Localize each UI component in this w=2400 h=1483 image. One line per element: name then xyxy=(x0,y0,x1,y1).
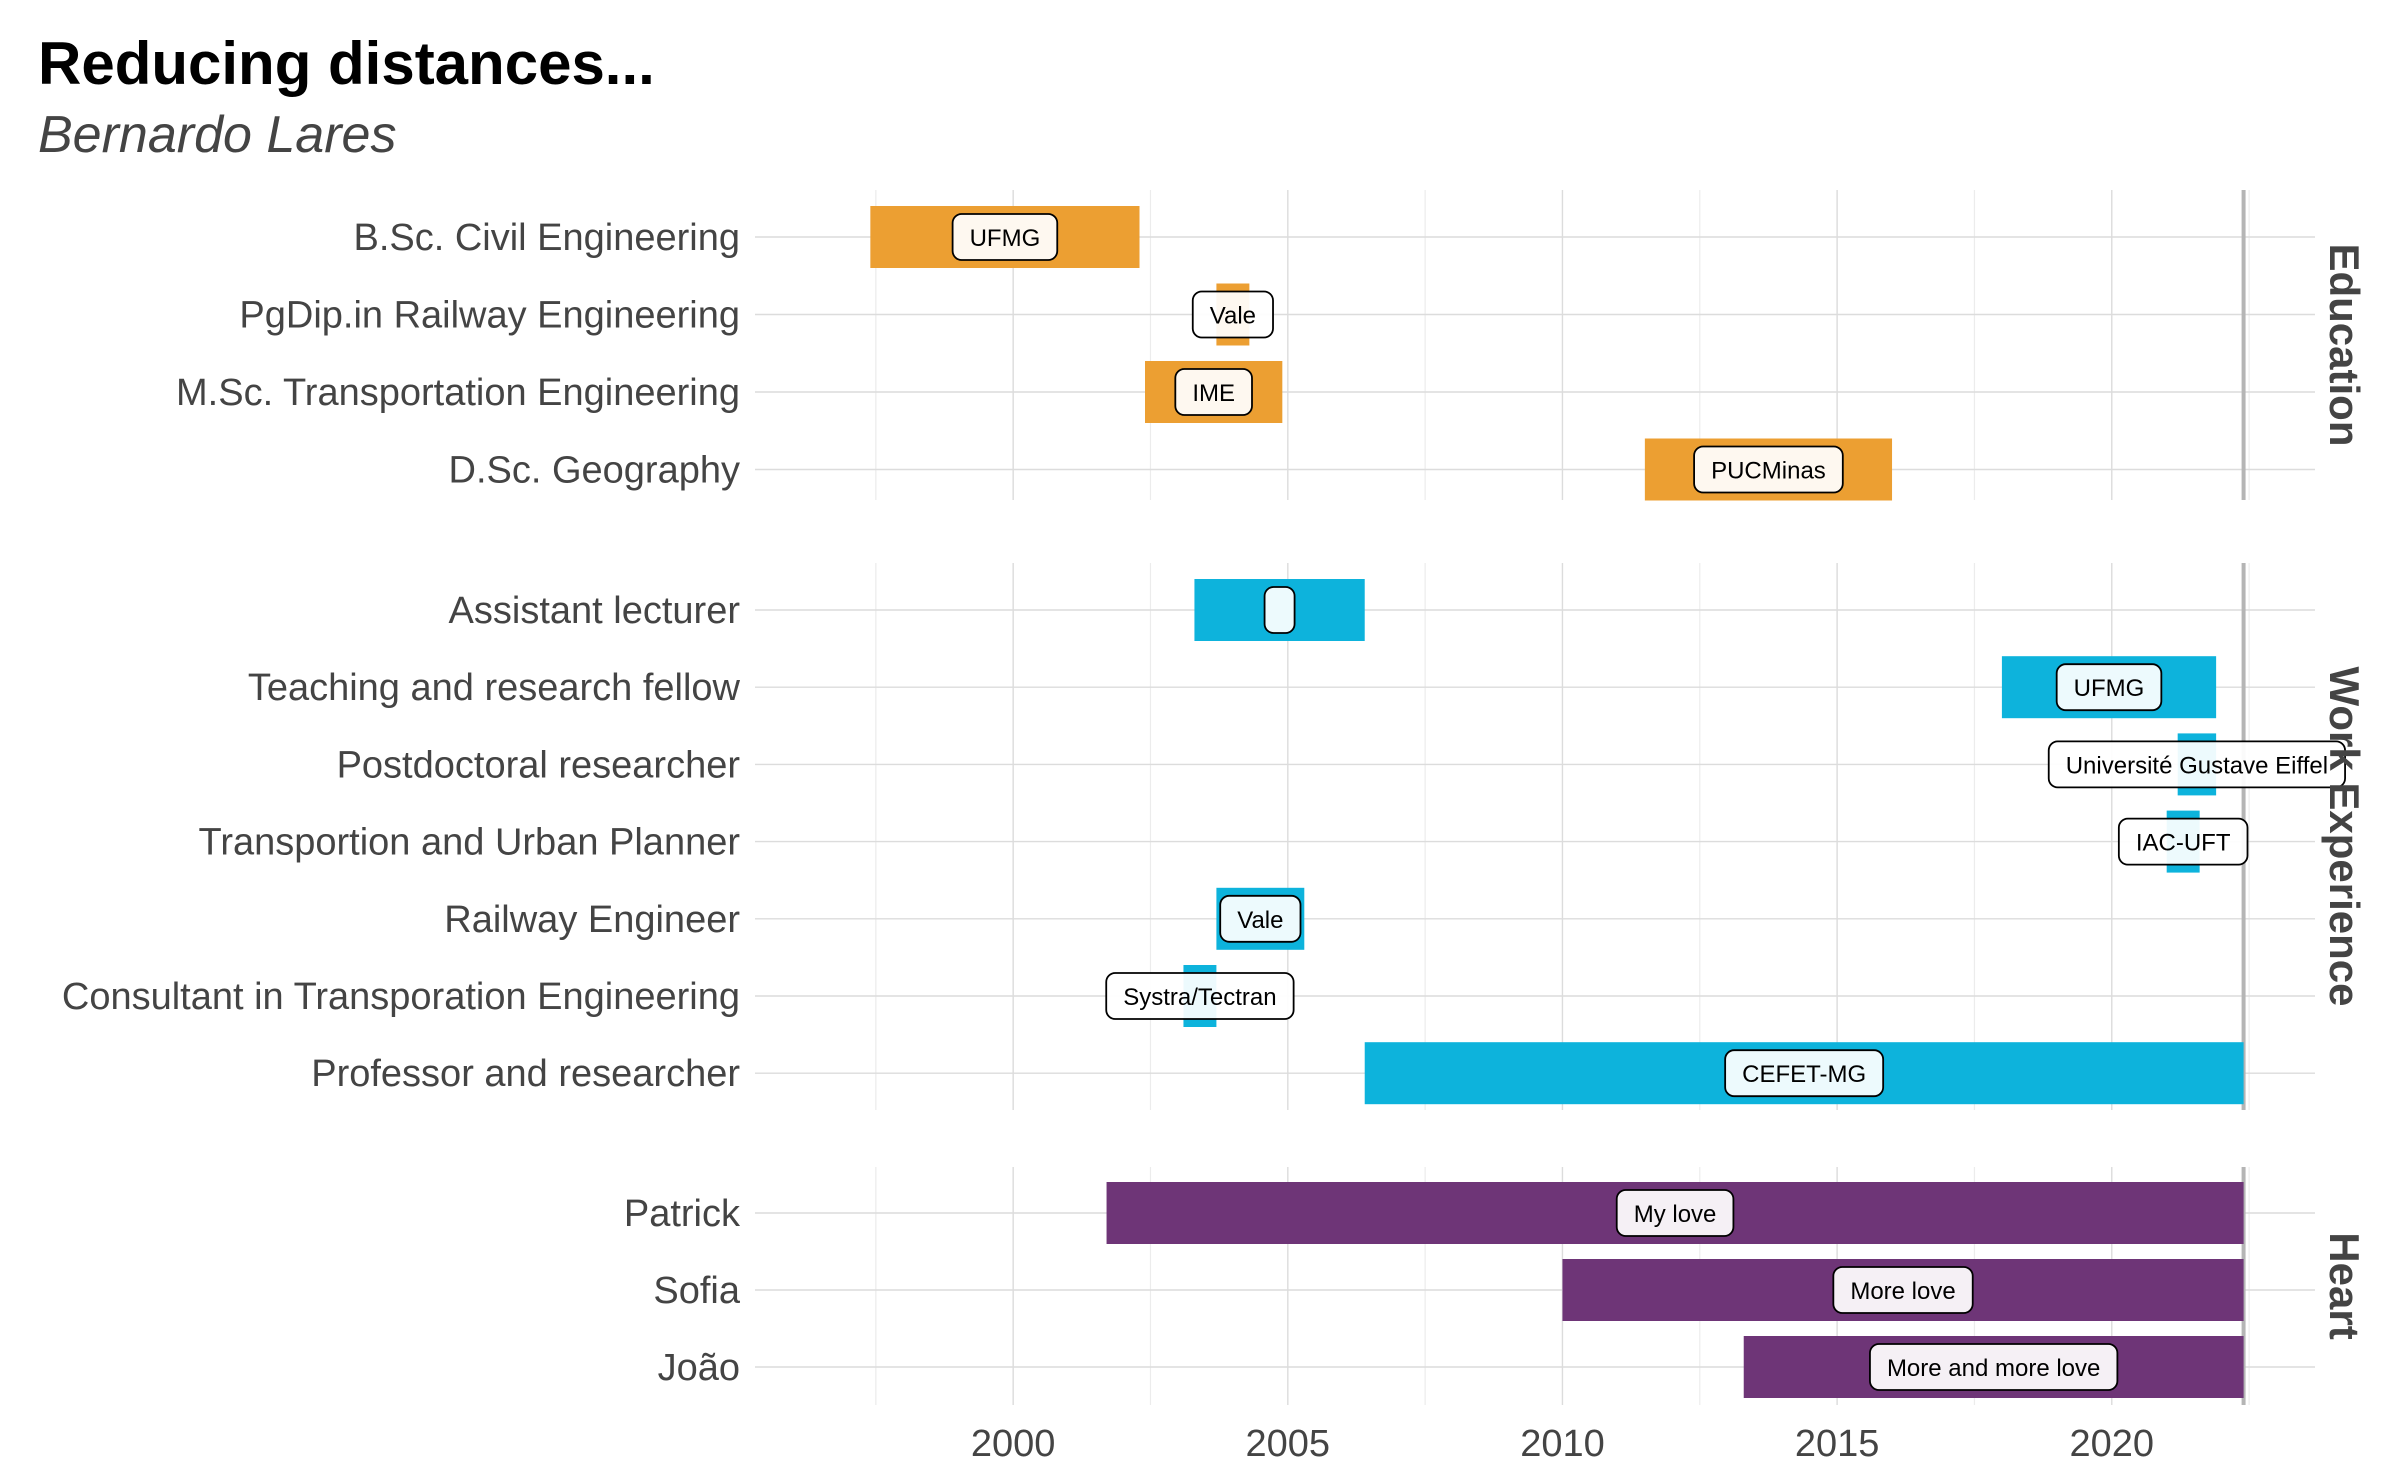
y-label-assistant-lecturer: Assistant lecturer xyxy=(449,590,741,632)
y-label-postdoctoral-researcher: Postdoctoral researcher xyxy=(337,744,741,786)
x-tick-label: 2005 xyxy=(1246,1423,1331,1465)
bar-label-text: UFMG xyxy=(2074,675,2145,702)
x-tick-label: 2020 xyxy=(2069,1423,2154,1465)
x-axis: 2000 2005 2010 2015 2020 xyxy=(971,1423,2154,1465)
y-label-patrick: Patrick xyxy=(624,1193,741,1235)
bar-label-joao: More and more love xyxy=(1869,1343,2119,1391)
y-label-teaching-and-research-fellow: Teaching and research fellow xyxy=(248,667,741,709)
bar-label-professor-and-researcher: CEFET-MG xyxy=(1724,1049,1885,1098)
bar-label-text: More and more love xyxy=(1887,1355,2100,1382)
x-tick-label: 2015 xyxy=(1795,1423,1880,1465)
facet-strip-work-experience: Work Experience xyxy=(2321,666,2368,1006)
bar-label-pgdip-in-railway-engineering: Vale xyxy=(1191,290,1274,339)
bar-label-box xyxy=(1105,972,1295,1020)
bar-label-text: More love xyxy=(1850,1278,1955,1305)
bar-label-text: Vale xyxy=(1237,907,1283,934)
y-label-sofia: Sofia xyxy=(653,1270,740,1312)
bar-label-box xyxy=(1191,290,1274,339)
bars xyxy=(870,206,2244,1398)
bar-label-box xyxy=(1263,586,1296,634)
y-label-professor-and-researcher: Professor and researcher xyxy=(311,1053,740,1095)
bar-label-m-sc-transportation-engineering: IME xyxy=(1174,368,1253,416)
facet-strips: Education Work Experience Heart xyxy=(2321,243,2368,1339)
bar-label-teaching-and-research-fellow: UFMG xyxy=(2055,663,2163,712)
bar-label-transportion-and-urban-planner: IAC-UFT xyxy=(2117,817,2249,866)
bar-label-railway-engineer: Vale xyxy=(1219,894,1302,943)
bar-label-box xyxy=(2047,740,2346,789)
bar-label-assistant-lecturer xyxy=(1263,586,1296,634)
bar-label-box xyxy=(2117,817,2249,866)
y-label-transportion-and-urban-planner: Transportion and Urban Planner xyxy=(199,822,741,864)
bar-label-text: IAC-UFT xyxy=(2136,830,2231,857)
y-axis-labels: B.Sc. Civil Engineering PgDip.in Railway … xyxy=(62,217,741,1389)
bar-label-consultant-in-transporation-engineering: Systra/Tectran xyxy=(1105,972,1295,1020)
bar-labels: UFMG Vale IME PUCMinas UFMG Université Gustav… xyxy=(951,213,2346,1391)
facet-strip-education: Education xyxy=(2321,243,2368,446)
bar-label-box xyxy=(1174,368,1253,416)
bar-label-box xyxy=(1219,894,1302,943)
y-label-railway-engineer: Railway Engineer xyxy=(444,899,740,941)
bar-label-d-sc-geography: PUCMinas xyxy=(1693,445,1844,494)
chart-title: Reducing distances... xyxy=(38,30,655,97)
bar-label-text: IME xyxy=(1192,380,1235,407)
bar-label-box xyxy=(1693,445,1844,494)
bar-label-text: UFMG xyxy=(970,225,1041,252)
y-label-consultant-in-transporation-engineering: Consultant in Transporation Engineering xyxy=(62,976,740,1018)
bar-label-b-sc-civil-engineering: UFMG xyxy=(951,213,1059,261)
y-label-m-sc-transportation-engineering: M.Sc. Transportation Engineering xyxy=(176,372,740,414)
bar-label-box xyxy=(1832,1266,1974,1314)
bar-label-box xyxy=(1869,1343,2119,1391)
y-label-d-sc-geography: D.Sc. Geography xyxy=(449,450,740,492)
bar-label-text: My love xyxy=(1634,1201,1717,1228)
bar-label-box xyxy=(1724,1049,1885,1098)
facet-strip-heart: Heart xyxy=(2321,1232,2368,1339)
y-label-b-sc-civil-engineering: B.Sc. Civil Engineering xyxy=(353,217,740,259)
x-tick-label: 2010 xyxy=(1520,1423,1605,1465)
bar-label-text: Vale xyxy=(1210,303,1256,330)
bar-label-patrick: My love xyxy=(1615,1189,1735,1237)
bar-label-text: Université Gustave Eiffel xyxy=(2066,752,2328,779)
bar-label-sofia: More love xyxy=(1832,1266,1974,1314)
bar-label-box xyxy=(951,213,1059,261)
bar-label-box xyxy=(1615,1189,1735,1237)
bar-label-text: Systra/Tectran xyxy=(1123,984,1276,1011)
bar-label-box xyxy=(2055,663,2163,712)
bar-label-text: CEFET-MG xyxy=(1742,1061,1866,1088)
chart-subtitle: Bernardo Lares xyxy=(38,106,396,164)
y-label-joao: João xyxy=(658,1347,740,1389)
y-label-pgdip-in-railway-engineering: PgDip.in Railway Engineering xyxy=(239,295,740,337)
x-tick-label: 2000 xyxy=(971,1423,1056,1465)
bar-label-text: PUCMinas xyxy=(1711,458,1826,485)
bar-label-postdoctoral-researcher: Université Gustave Eiffel xyxy=(2047,740,2346,789)
